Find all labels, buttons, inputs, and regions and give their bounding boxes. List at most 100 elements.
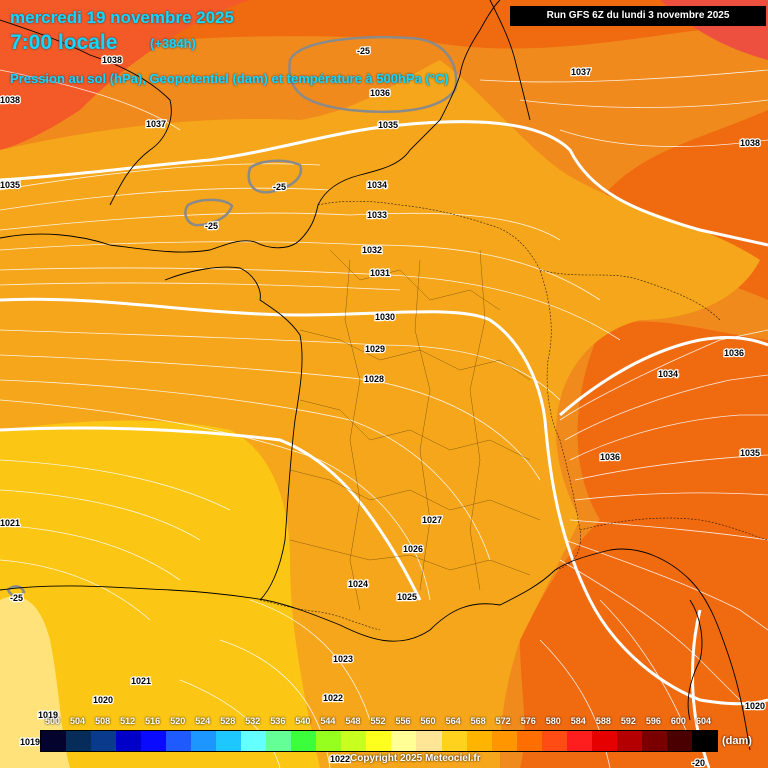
legend-tick: 588 [595,716,611,726]
forecast-time: 7:00 locale [10,31,118,54]
legend-tick: 604 [695,716,711,726]
pressure-label: 1038 [102,55,122,65]
pressure-label: 1021 [131,676,151,686]
pressure-label: 1019 [38,710,58,720]
field-red-west [0,0,250,150]
pressure-label: 1030 [375,312,395,322]
legend-tick: 576 [520,716,536,726]
legend-swatch [591,731,617,751]
isotherm-label: -25 [205,221,218,231]
pressure-label: 1035 [740,448,760,458]
isotherm-contours [6,35,458,598]
legend-tick: 520 [170,716,186,726]
legend-tick: 544 [320,716,336,726]
legend-tick: 504 [70,716,86,726]
legend-colorbar [40,730,718,752]
pressure-label: 1032 [362,245,382,255]
pressure-label: 1026 [403,544,423,554]
legend-swatch [141,731,167,751]
thin-isobars [0,69,768,768]
legend-unit: (dam) [722,735,752,747]
pressure-label: 1037 [146,119,166,129]
legend-tick: 516 [145,716,161,726]
legend-tick: 580 [545,716,561,726]
legend-swatch [491,731,517,751]
pressure-label: 1029 [365,344,385,354]
pressure-label: 1025 [397,592,417,602]
legend-tick: 568 [470,716,486,726]
pressure-label: 1034 [367,180,387,190]
legend-swatch [166,731,192,751]
map-subtitle: Pression au sol (hPa), Geopotentiel (dam… [10,71,449,86]
legend-swatch [366,731,392,751]
legend-tick: 528 [220,716,236,726]
legend-tick: 548 [345,716,361,726]
legend-swatch [41,731,67,751]
legend-swatch [341,731,367,751]
legend-swatch [191,731,217,751]
pressure-label: 1021 [0,518,20,528]
legend-tick: 524 [195,716,211,726]
copyright: Copyright 2025 Meteociel.fr [350,753,481,764]
legend-swatch [391,731,417,751]
legend-tick: 500 [45,716,61,726]
pressure-label: 1034 [658,369,678,379]
legend-swatch [116,731,142,751]
legend-swatch [266,731,292,751]
borders [259,200,768,631]
pressure-label: 1035 [0,180,20,190]
legend-tick: 556 [395,716,411,726]
pressure-label: 1038 [740,138,760,148]
forecast-date: mercredi 19 novembre 2025 [10,8,234,27]
pressure-label: 1035 [378,120,398,130]
legend-swatch [691,731,717,751]
pressure-labels: 1038 1038 1037 1037 1035 1036 1035 1038 … [0,54,766,766]
legend-swatch [441,731,467,751]
legend-tick: 560 [420,716,436,726]
legend-swatch [641,731,667,751]
pressure-label: 1028 [364,374,384,384]
thick-geopotential-contours [0,120,768,768]
legend-tick: 584 [570,716,586,726]
pressure-label: 1027 [422,515,442,525]
legend-swatch [91,731,117,751]
pressure-label: 1038 [0,95,20,105]
legend-tick: 536 [270,716,286,726]
coastlines [0,0,751,751]
legend-tick: 508 [95,716,111,726]
legend-tick: 532 [245,716,261,726]
pressure-label: 1020 [745,701,765,711]
temperature-labels: -25 -25 -25 -25 -20 [9,45,707,768]
legend-tick: 596 [645,716,661,726]
legend-swatch [416,731,442,751]
legend-swatch [541,731,567,751]
legend-swatch [216,731,242,751]
legend-swatch [66,731,92,751]
legend-swatch [466,731,492,751]
pressure-label: 1033 [367,210,387,220]
forecast-offset: (+384h) [150,36,196,51]
pressure-label: 1036 [370,88,390,98]
legend-tick: 600 [670,716,686,726]
pressure-label: 1023 [333,654,353,664]
run-label: Run GFS 6Z du lundi 3 novembre 2025 [510,6,766,26]
field-light-yellow [0,596,70,768]
pressure-label: 1036 [600,452,620,462]
departement-borders [289,249,541,611]
legend-tick: 552 [370,716,386,726]
legend-tick: 572 [495,716,511,726]
legend-swatch [316,731,342,751]
legend-tick: 564 [445,716,461,726]
legend-swatch [666,731,692,751]
pressure-label: 1024 [348,579,368,589]
legend-swatch [241,731,267,751]
isotherm-label: -25 [357,46,370,56]
legend-swatch [291,731,317,751]
legend-swatch [566,731,592,751]
legend-swatch [516,731,542,751]
pressure-label: 1022 [330,754,350,764]
legend-tick: 540 [295,716,311,726]
isotherm-label: -25 [10,593,23,603]
pressure-label: 1019 [20,737,40,747]
